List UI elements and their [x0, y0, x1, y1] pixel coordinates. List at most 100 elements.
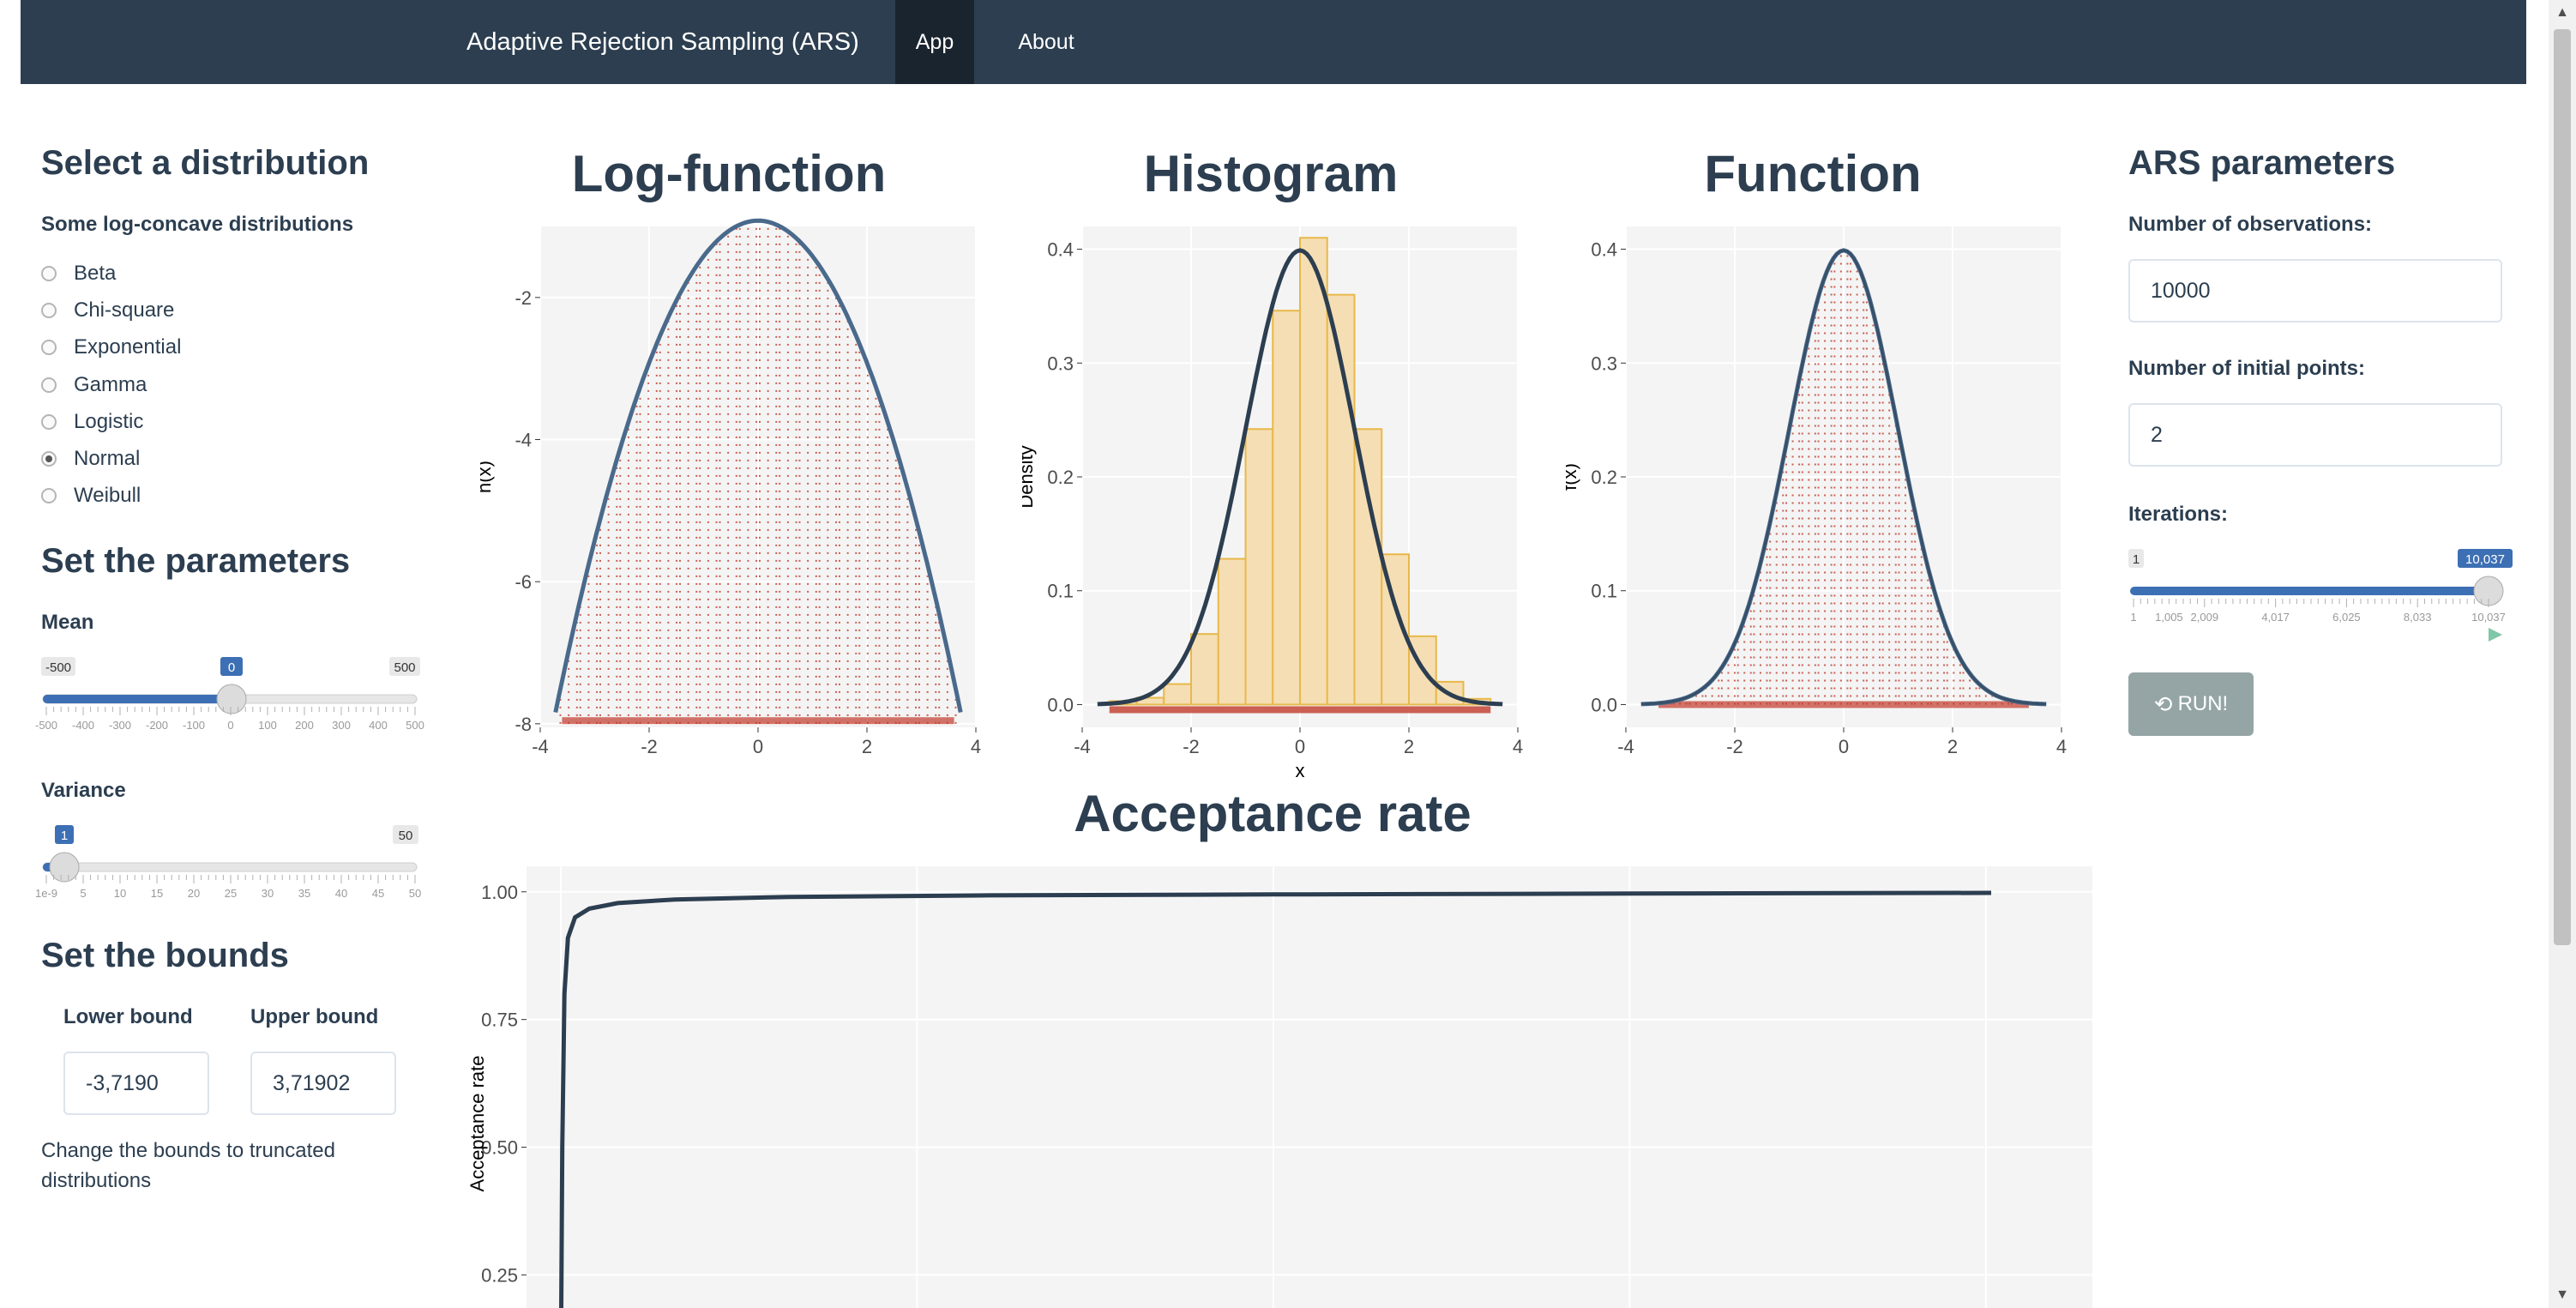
scroll-down-arrow-icon[interactable]: ▼ [2555, 1287, 2569, 1302]
scroll-up-arrow-icon[interactable]: ▲ [2555, 5, 2569, 20]
rug [1109, 706, 1491, 714]
y-axis-label: Acceptance rate [466, 1056, 488, 1192]
slider-tick-label: 20 [188, 887, 200, 900]
mean-slider[interactable]: -500 0 500 -500 -400 -300 -200 -100 0 100 200 30… [34, 648, 429, 743]
slider-tick-label: 10,037 [2471, 611, 2506, 624]
upper-bound-input[interactable]: 3,71902 [250, 1052, 396, 1115]
x-tick-label: -4 [1074, 736, 1091, 757]
slider-tick-label: 1,005 [2155, 611, 2183, 624]
y-tick-label: 0.0 [1591, 694, 1617, 715]
radio-circle-checked[interactable] [41, 451, 57, 467]
run-button-label: RUN! [2177, 692, 2229, 715]
run-button[interactable]: ⟲ RUN! [2128, 672, 2254, 736]
y-tick-label: 0.2 [1047, 467, 1074, 488]
radio-beta[interactable]: Beta [41, 259, 116, 288]
observations-label: Number of observations: [2128, 213, 2373, 236]
radio-label: Beta [74, 262, 117, 285]
y-tick-label: 0.75 [481, 1010, 518, 1031]
refresh-icon: ⟲ [2153, 690, 2173, 717]
scroll-thumb[interactable] [2554, 29, 2571, 945]
y-tick-label: 0.3 [1047, 353, 1074, 374]
iterations-ticks: 1 1,005 2,009 4,017 6,025 8,033 10,037 [2130, 599, 2506, 624]
x-tick-label: 0 [1839, 736, 1849, 757]
y-axis-label: Density [1022, 445, 1037, 508]
x-tick-label: 4 [971, 736, 981, 757]
radio-circle[interactable] [41, 377, 57, 393]
radio-logistic[interactable]: Logistic [41, 407, 143, 437]
variance-max-label: 50 [399, 829, 413, 843]
radio-weibull[interactable]: Weibull [41, 481, 141, 510]
variance-slider[interactable]: 1 50 1e-9 5 10 15 20 25 30 35 40 45 50 [34, 817, 429, 911]
slider-tick-label: 10 [114, 887, 126, 900]
mean-handle[interactable] [216, 684, 247, 714]
x-tick-label: 0 [753, 736, 763, 757]
slider-tick-label: 500 [406, 719, 424, 732]
mean-min-badge [41, 657, 75, 676]
x-tick-label: 0 [1295, 736, 1305, 757]
histogram-bar [1408, 635, 1437, 706]
variance-handle[interactable] [49, 852, 80, 883]
play-icon[interactable] [2489, 628, 2502, 642]
radio-circle[interactable] [41, 303, 57, 318]
radio-circle[interactable] [41, 488, 57, 503]
parameters-section-title: Set the parameters [41, 542, 351, 580]
histogram-bar [1163, 683, 1192, 706]
radio-label: Exponential [74, 335, 182, 359]
initial-points-input[interactable]: 2 [2128, 403, 2502, 467]
slider-tick-label: -200 [146, 719, 168, 732]
iterations-track[interactable] [2130, 587, 2494, 595]
x-tick-label: -2 [641, 736, 658, 757]
rug [562, 717, 954, 725]
slider-tick-label: 25 [225, 887, 237, 900]
variance-value-label: 1 [61, 829, 68, 843]
x-tick-label: 2 [862, 736, 872, 757]
initial-points-label: Number of initial points: [2128, 357, 2365, 380]
x-tick-label: -4 [532, 736, 549, 757]
histogram-bar [1299, 237, 1328, 706]
histogram-bar [1353, 428, 1383, 706]
distribution-label: Some log-concave distributions [41, 213, 354, 236]
variance-max-badge [393, 825, 418, 844]
plot-panel [527, 866, 2092, 1308]
acceptance-rate-title: Acceptance rate [1074, 785, 1472, 842]
radio-circle[interactable] [41, 340, 57, 355]
tab-about[interactable]: About [1018, 30, 1074, 54]
radio-normal[interactable]: Normal [41, 444, 140, 473]
x-tick-label: 4 [2056, 736, 2067, 757]
slider-tick-label: 8,033 [2404, 611, 2432, 624]
x-tick-label: -4 [1617, 736, 1634, 757]
slider-tick-label: 0 [227, 719, 233, 732]
radio-exponential[interactable]: Exponential [41, 333, 181, 362]
tab-app[interactable]: App [895, 0, 974, 84]
radio-circle[interactable] [41, 266, 57, 281]
slider-tick-label: 6,025 [2332, 611, 2361, 624]
iterations-value-label: 10,037 [2465, 552, 2505, 567]
mean-value-badge [220, 657, 243, 676]
navbar-brand[interactable]: Adaptive Rejection Sampling (ARS) [466, 28, 859, 56]
radio-circle[interactable] [41, 414, 57, 430]
slider-tick-label: -500 [35, 719, 57, 732]
y-tick-label: -8 [515, 714, 532, 735]
mean-value-label: 0 [228, 660, 235, 675]
histogram-bar [1244, 428, 1274, 706]
x-tick-label: 2 [1947, 736, 1958, 757]
lower-bound-input[interactable]: -3,7190 [63, 1052, 209, 1115]
log-function-plot: -4 -2 0 2 4 -8 -6 -4 -2 h(x) [480, 218, 981, 757]
iterations-slider[interactable]: 1 10,037 1 1,005 2,009 4,017 6,025 8,033 10,03… [2122, 540, 2533, 643]
radio-label: Logistic [74, 410, 144, 433]
y-tick-label: 0.1 [1591, 581, 1617, 602]
radio-gamma[interactable]: Gamma [41, 371, 147, 400]
variance-track[interactable] [42, 862, 418, 872]
variance-label: Variance [41, 779, 126, 802]
radio-chi-square[interactable]: Chi-square [41, 296, 174, 325]
y-tick-label: 0.2 [1591, 467, 1617, 488]
mean-max-label: 500 [394, 660, 415, 675]
scrollbar[interactable]: ▲ ▼ [2549, 0, 2576, 1308]
distribution-section-title: Select a distribution [41, 144, 370, 182]
lower-bound-label: Lower bound [63, 1005, 193, 1028]
y-tick-label: -4 [515, 430, 532, 451]
iterations-min-badge [2128, 549, 2144, 568]
observations-input[interactable]: 10000 [2128, 259, 2502, 322]
histogram-plot: -4 -2 0 2 4 0.0 0.1 0.2 0.3 0.4 Density x [1022, 226, 1523, 781]
iterations-min-label: 1 [2133, 552, 2140, 567]
